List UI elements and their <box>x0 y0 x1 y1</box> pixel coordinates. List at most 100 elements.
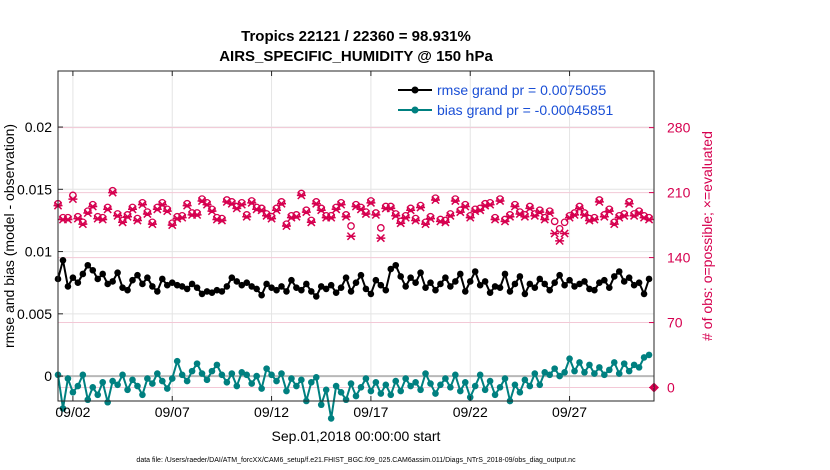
bias-point <box>521 376 529 384</box>
bias-point <box>412 379 419 386</box>
bias-point <box>591 370 598 377</box>
bias-point <box>486 377 494 385</box>
evaluated-obs-glyph <box>291 212 301 221</box>
rmse-point <box>362 285 370 293</box>
evaluated-obs-marker <box>182 201 192 210</box>
evaluated-obs-marker <box>68 194 78 204</box>
evaluated-obs-marker <box>103 205 113 214</box>
bias-point <box>288 375 295 382</box>
rmse-point <box>144 274 151 282</box>
rmse-point <box>268 284 275 291</box>
data-file-footnote: data file: /Users/raeder/DAI/ATM_forcXX/… <box>136 457 576 464</box>
possible-obs-marker <box>83 207 92 216</box>
evaluated-obs-glyph <box>63 215 73 224</box>
rmse-point <box>457 270 464 278</box>
possible-obs-marker <box>208 205 216 214</box>
possible-obs-marker <box>372 209 380 217</box>
bias-point <box>238 369 246 376</box>
rmse-point <box>283 288 290 295</box>
rmse-point <box>159 275 166 283</box>
evaluated-obs-glyph <box>108 188 118 197</box>
bias-point <box>198 370 206 377</box>
rmse-point <box>610 273 618 280</box>
bias-point <box>89 384 97 391</box>
evaluated-obs-marker <box>485 200 495 209</box>
bias-point <box>218 371 226 379</box>
rmse-point <box>422 284 429 291</box>
rmse-point <box>412 279 419 286</box>
y-axis-label: rmse and bias (model - observation) <box>1 124 17 348</box>
rmse-point <box>293 284 300 291</box>
bias-point <box>129 376 136 384</box>
rmse-point <box>377 281 385 289</box>
evaluated-obs-glyph <box>545 208 555 218</box>
rmse-point <box>337 284 345 291</box>
possible-obs-marker <box>426 212 435 221</box>
bias-point <box>422 370 429 377</box>
evaluated-obs-marker <box>137 200 147 209</box>
bias-point <box>332 382 340 390</box>
evaluated-obs-marker <box>132 216 142 225</box>
bias-point <box>79 371 87 379</box>
rmse-point <box>168 279 176 286</box>
bias-point <box>59 405 67 412</box>
possible-obs-marker <box>307 216 316 225</box>
bias-point <box>576 359 583 366</box>
possible-obs-marker <box>580 209 589 217</box>
x-tick-label: 09/07 <box>155 404 190 420</box>
evaluated-obs-glyph <box>505 212 515 221</box>
possible-obs-marker <box>421 218 430 227</box>
bias-point <box>635 364 643 371</box>
evaluated-obs-marker <box>247 198 257 207</box>
rmse-point <box>203 288 211 295</box>
possible-obs-marker <box>610 218 619 227</box>
legend: rmse grand pr = 0.0075055 bias grand pr … <box>398 82 614 118</box>
rmse-point <box>258 291 265 299</box>
evaluated-obs-marker <box>98 215 108 224</box>
rmse-point <box>208 289 216 296</box>
rmse-point <box>452 278 459 285</box>
rmse-point <box>84 261 92 269</box>
rmse-point <box>352 279 360 286</box>
evaluated-obs-marker <box>272 206 282 215</box>
bias-point <box>278 370 285 377</box>
evaluated-obs-marker <box>570 210 580 220</box>
rmse-point <box>64 283 72 290</box>
bias-point <box>298 376 305 384</box>
evaluated-obs-glyph <box>550 229 560 238</box>
evaluated-obs-marker <box>291 212 301 221</box>
bias-point <box>367 387 375 395</box>
evaluated-obs-glyph <box>485 200 495 209</box>
possible-obs-marker <box>367 197 375 205</box>
possible-obs-marker <box>491 213 499 222</box>
rmse-point <box>427 279 434 286</box>
bias-point <box>442 375 449 382</box>
evaluated-obs-marker <box>609 220 619 229</box>
bias-point <box>233 382 241 390</box>
evaluated-obs-glyph <box>311 199 321 208</box>
possible-obs-marker <box>113 210 122 218</box>
evaluated-obs-marker <box>560 229 570 238</box>
rmse-point <box>173 281 181 289</box>
rmse-point <box>233 278 241 285</box>
bias-point <box>248 380 255 387</box>
bias-point <box>203 376 211 384</box>
evaluated-obs-glyph <box>520 212 530 221</box>
evaluated-obs-marker <box>619 211 629 220</box>
rmse-point <box>109 278 116 285</box>
y2-axis-label: # of obs: o=possible; ×=evaluated <box>699 131 715 341</box>
possible-obs-marker <box>282 220 291 229</box>
rmse-point <box>471 268 479 275</box>
x-tick-label: 09/17 <box>353 404 388 420</box>
rmse-point <box>119 284 126 291</box>
rmse-point <box>342 274 350 282</box>
bias-point <box>625 367 633 375</box>
rmse-point <box>635 279 643 286</box>
rmse-point <box>536 275 544 283</box>
bias-point <box>263 365 270 372</box>
rmse-point <box>278 283 285 290</box>
rmse-point <box>620 278 628 285</box>
bias-point <box>273 377 280 385</box>
bias-point <box>471 382 479 390</box>
rmse-point <box>566 276 573 284</box>
